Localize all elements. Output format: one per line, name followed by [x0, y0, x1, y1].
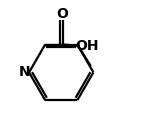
Text: OH: OH — [76, 39, 99, 53]
Text: N: N — [19, 65, 31, 79]
Text: O: O — [57, 7, 68, 21]
